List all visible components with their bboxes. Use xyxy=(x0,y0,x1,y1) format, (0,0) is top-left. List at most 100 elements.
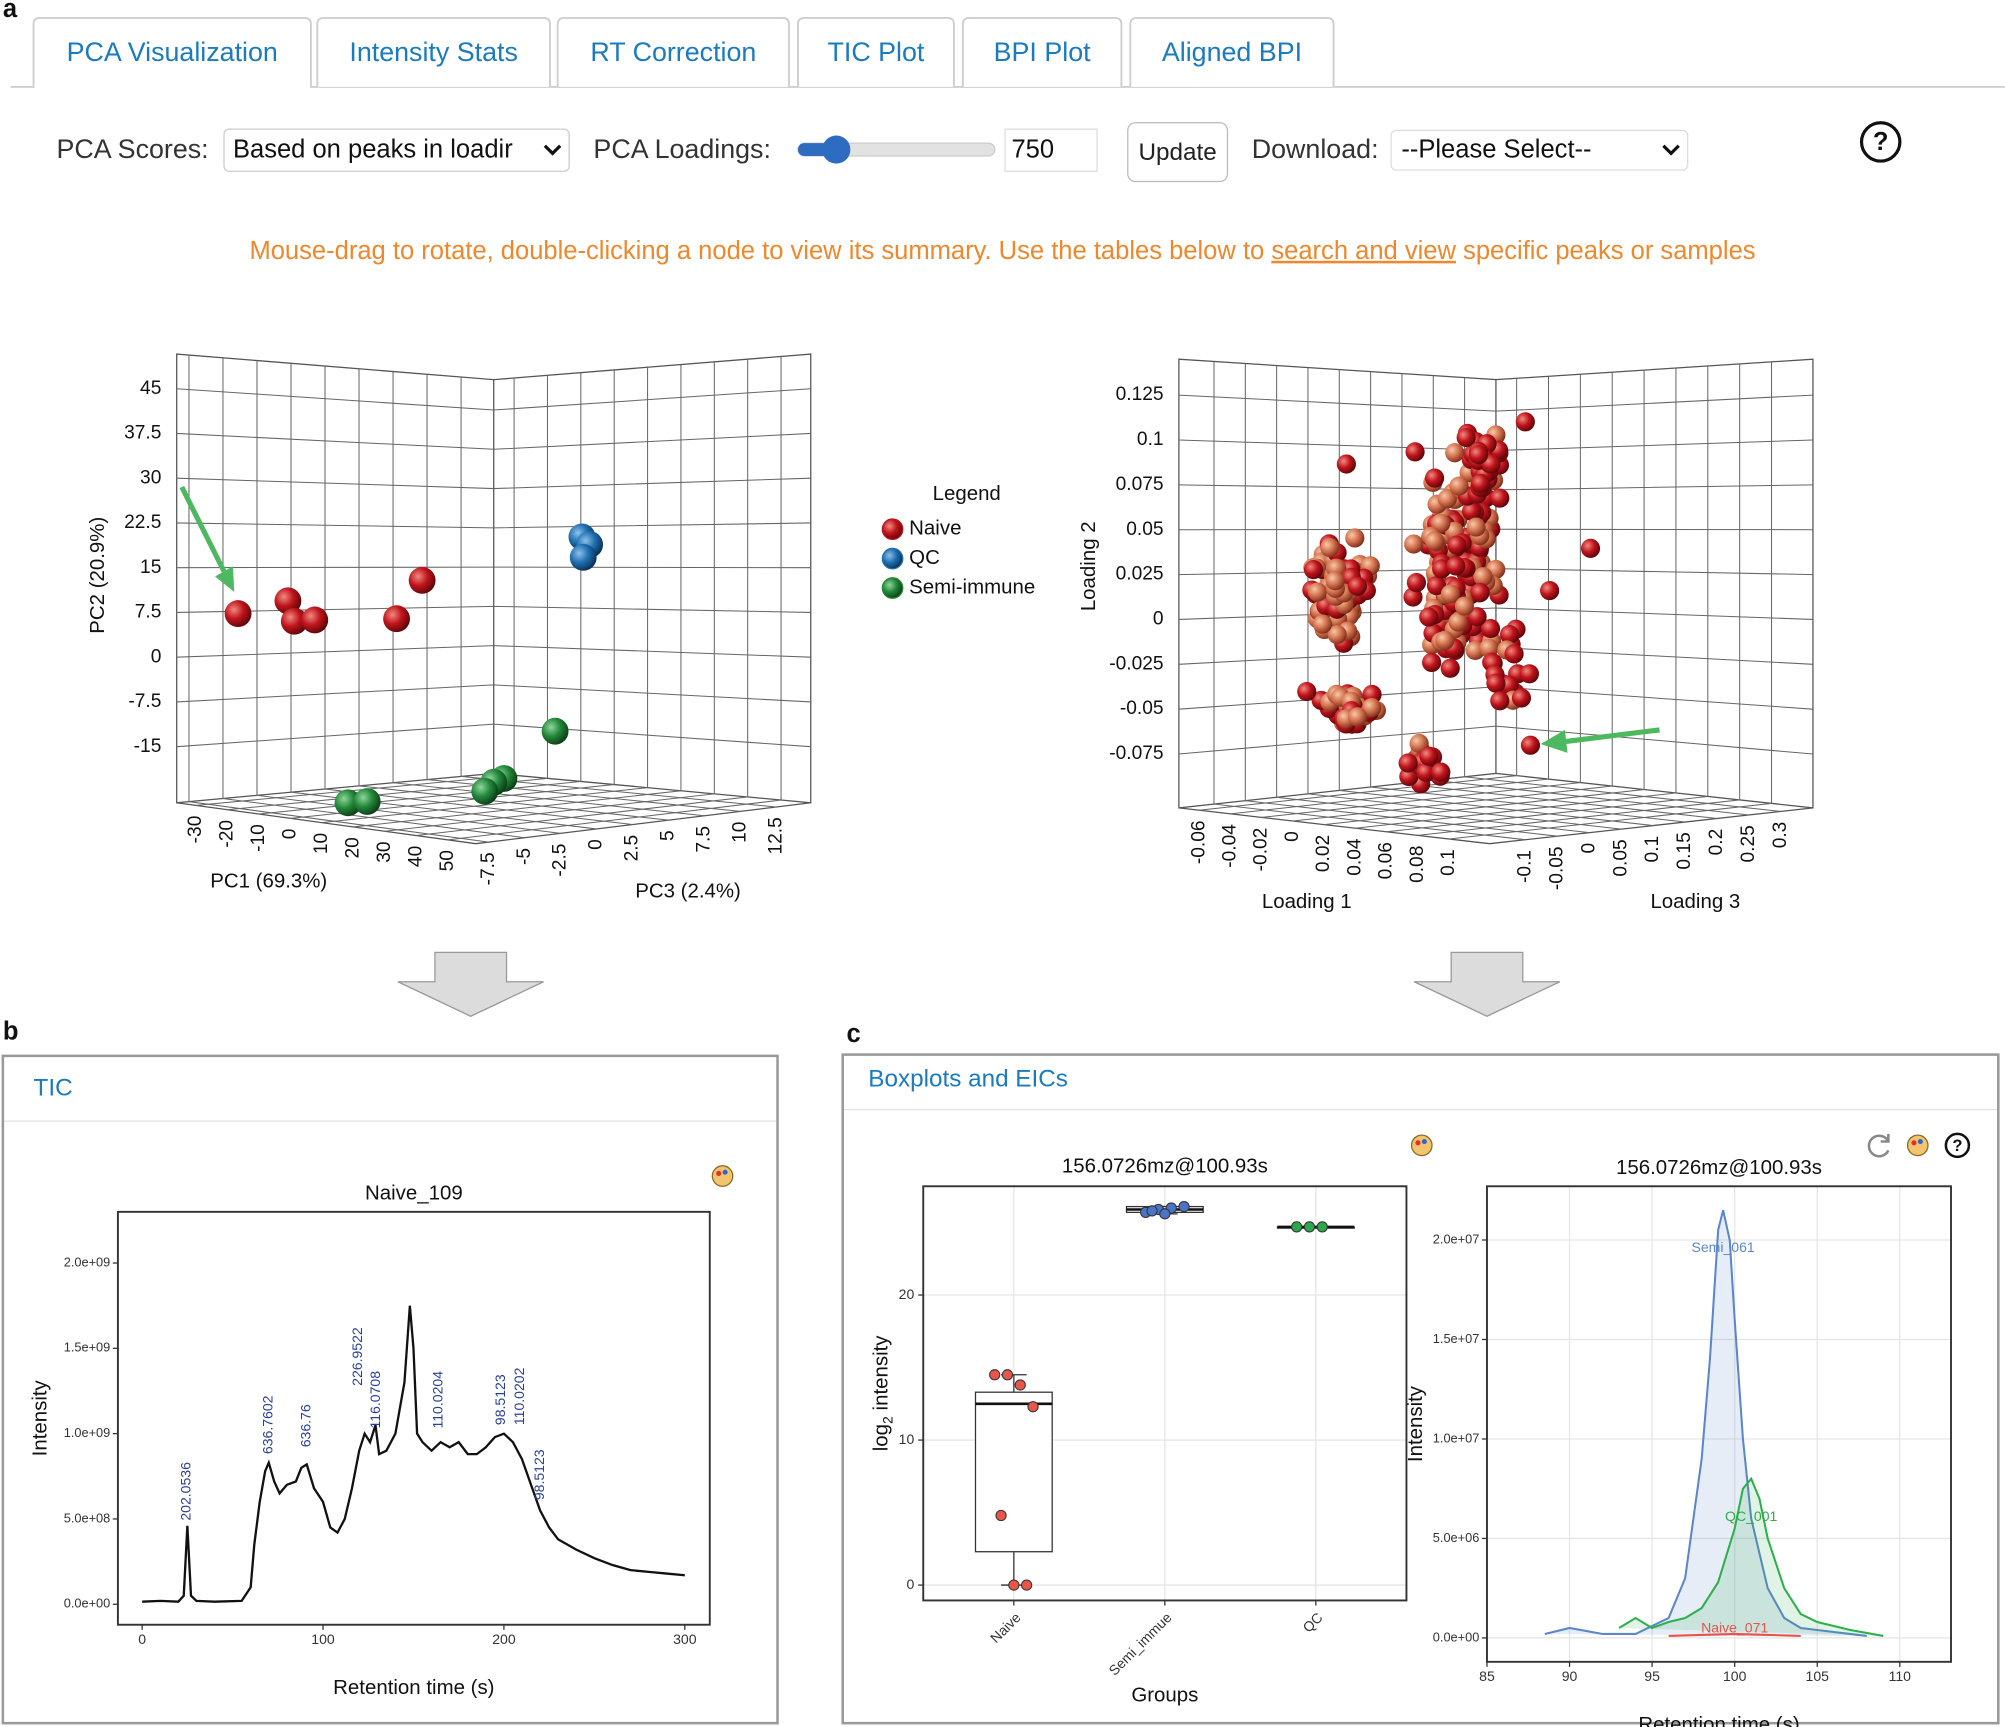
number-input[interactable] xyxy=(1004,128,1098,172)
data-point xyxy=(1178,1200,1190,1213)
tab-label[interactable]: BPI Plot xyxy=(994,37,1091,67)
y-tick-label: 2.0e+07 xyxy=(1433,1231,1480,1246)
x-tick-label: 0.04 xyxy=(1344,838,1365,876)
tab-label[interactable]: RT Correction xyxy=(590,37,756,67)
y-tick-label: 0.1 xyxy=(1137,429,1164,450)
x-tick-label: 0 xyxy=(279,829,300,840)
input-value[interactable]: 750 xyxy=(1011,136,1054,164)
select-value[interactable]: --Please Select-- xyxy=(1401,136,1591,164)
tab-label[interactable]: PCA Visualization xyxy=(67,37,278,67)
x-tick-label: 40 xyxy=(405,846,426,867)
y-tick-label: 37.5 xyxy=(124,423,161,444)
eic-line xyxy=(1668,1632,1801,1637)
legend-label[interactable]: Naive xyxy=(909,517,961,540)
sphere xyxy=(1435,630,1455,650)
tab[interactable] xyxy=(316,16,551,87)
tab[interactable] xyxy=(961,16,1123,87)
legend-title: Legend xyxy=(933,482,1001,505)
palette-icon[interactable] xyxy=(1410,1134,1433,1157)
sphere xyxy=(1473,567,1493,587)
sphere xyxy=(1419,607,1439,627)
data-point xyxy=(1021,1579,1033,1591)
grid-line xyxy=(1338,369,1654,827)
y-tick-label: 0 xyxy=(906,1576,914,1592)
data-point xyxy=(1027,1401,1039,1413)
x-tick-label: 50 xyxy=(437,850,458,871)
help-mark[interactable]: ? xyxy=(1952,1136,1962,1155)
sphere xyxy=(1432,559,1452,579)
z-tick-label: 0 xyxy=(1578,843,1599,854)
sphere xyxy=(383,605,411,633)
z-tick-label: -0.1 xyxy=(1514,850,1535,883)
control-label: Download: xyxy=(1252,134,1379,164)
sphere xyxy=(1424,531,1445,551)
grid-line xyxy=(176,723,811,748)
help-mark[interactable]: ? xyxy=(1873,128,1889,156)
slider-knob[interactable] xyxy=(822,135,851,164)
tab-label[interactable]: TIC Plot xyxy=(827,37,924,67)
sphere xyxy=(1515,412,1535,432)
y-tick-label: 1.0e+09 xyxy=(64,1425,110,1440)
eic-line xyxy=(1618,1476,1884,1637)
series-label: Semi_061 xyxy=(1691,1239,1754,1255)
sphere xyxy=(280,607,308,635)
sphere xyxy=(471,777,499,805)
tab[interactable] xyxy=(556,16,790,87)
refresh-icon[interactable] xyxy=(1867,1133,1890,1158)
x-tick-label: 95 xyxy=(1644,1668,1660,1684)
eic-line xyxy=(1544,1209,1867,1637)
x-tick-label: 110 xyxy=(1889,1668,1912,1684)
select-box[interactable] xyxy=(223,128,570,172)
palette-icon[interactable] xyxy=(1906,1134,1929,1157)
z-tick-label: 5 xyxy=(658,830,679,841)
sphere xyxy=(1540,580,1560,601)
help-icon[interactable] xyxy=(1859,121,1902,163)
peak-annotation: 202.0536 xyxy=(178,1462,194,1521)
y-tick-label: 0.05 xyxy=(1126,519,1163,540)
sphere xyxy=(1336,454,1356,474)
update-button[interactable] xyxy=(1127,122,1229,183)
tab[interactable] xyxy=(1129,16,1335,87)
sphere xyxy=(1440,658,1460,678)
grid-line xyxy=(416,359,749,837)
legend-label[interactable]: QC xyxy=(909,546,940,569)
sphere xyxy=(541,717,569,745)
tab-label[interactable]: Aligned BPI xyxy=(1162,37,1302,67)
grid-line xyxy=(1230,376,1550,815)
select-box[interactable] xyxy=(1390,129,1689,171)
z-tick-label: -2.5 xyxy=(550,844,571,877)
grid-line xyxy=(353,364,682,828)
y-tick-label: 0.075 xyxy=(1116,474,1164,495)
legend-label[interactable]: Semi-immune xyxy=(909,575,1035,598)
z-axis-title: Loading 3 xyxy=(1650,890,1740,913)
peak-annotation: 636.7602 xyxy=(259,1395,275,1454)
button-label[interactable]: Update xyxy=(1139,139,1217,166)
x-tick-label: 105 xyxy=(1806,1668,1830,1684)
grid-line xyxy=(392,371,705,817)
hint-link[interactable]: search and view xyxy=(1271,237,1456,265)
tic-line xyxy=(142,1305,685,1603)
z-tick-label: 0.25 xyxy=(1738,825,1759,862)
grid-line xyxy=(1178,394,1813,412)
tab[interactable] xyxy=(797,16,955,87)
sphere xyxy=(1480,618,1501,639)
legend-swatch xyxy=(881,518,904,541)
sphere xyxy=(408,566,436,594)
help-icon[interactable] xyxy=(1944,1132,1971,1159)
grid-line xyxy=(176,684,811,703)
panel-label: a xyxy=(3,0,18,23)
select-value[interactable]: Based on peaks in loadir xyxy=(233,136,513,164)
sphere xyxy=(1456,427,1476,448)
tab[interactable] xyxy=(32,16,312,87)
control-label: PCA Loadings: xyxy=(593,134,771,164)
sphere xyxy=(1468,445,1489,465)
sphere xyxy=(569,543,597,571)
plot-title: 156.0726mz@100.93s xyxy=(1062,1155,1268,1178)
pointer-arrow xyxy=(179,485,227,573)
palette-icon[interactable] xyxy=(711,1165,734,1187)
tab-label[interactable]: Intensity Stats xyxy=(349,37,518,67)
peak-annotation: 226.9522 xyxy=(349,1327,365,1386)
peak-annotation: 110.0202 xyxy=(511,1367,527,1425)
sphere xyxy=(1419,746,1439,766)
y-tick-label: 10 xyxy=(899,1431,915,1447)
